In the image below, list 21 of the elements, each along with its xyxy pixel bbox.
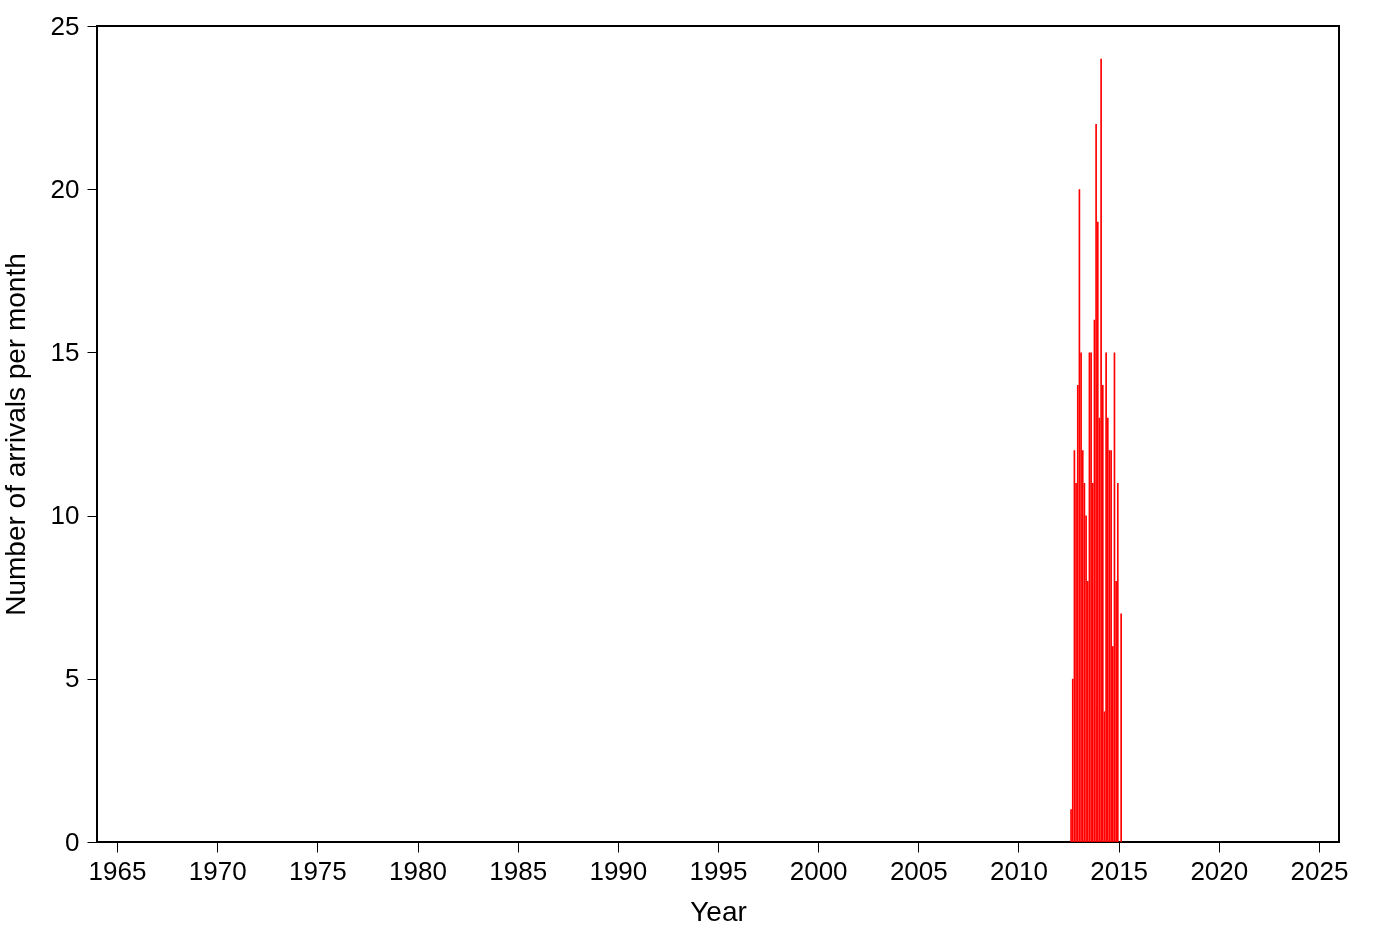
y-tick-label: 15 <box>50 336 80 367</box>
x-axis-title: Year <box>690 895 747 927</box>
y-tick-label: 10 <box>50 500 80 531</box>
x-tick-label: 1990 <box>589 855 648 886</box>
x-tick-label: 2025 <box>1290 855 1349 886</box>
y-axis-title: Number of arrivals per month <box>0 253 31 616</box>
x-tick-label: 2015 <box>1090 855 1149 886</box>
y-tick-label: 25 <box>50 10 80 41</box>
x-tick-label: 1970 <box>188 855 247 886</box>
x-tick-label: 1995 <box>689 855 748 886</box>
x-tick-label: 1985 <box>489 855 548 886</box>
x-tick-label: 1980 <box>389 855 447 886</box>
x-tick-label: 2000 <box>789 855 848 886</box>
y-tick-label: 0 <box>65 826 80 857</box>
y-tick-label: 5 <box>65 663 80 694</box>
x-tick-label: 1965 <box>88 855 147 886</box>
y-tick-label: 20 <box>50 173 80 204</box>
x-tick-label: 2010 <box>990 855 1048 886</box>
x-tick-label: 1975 <box>288 855 347 886</box>
x-tick-label: 2020 <box>1190 855 1249 886</box>
x-tick-label: 2005 <box>889 855 948 886</box>
